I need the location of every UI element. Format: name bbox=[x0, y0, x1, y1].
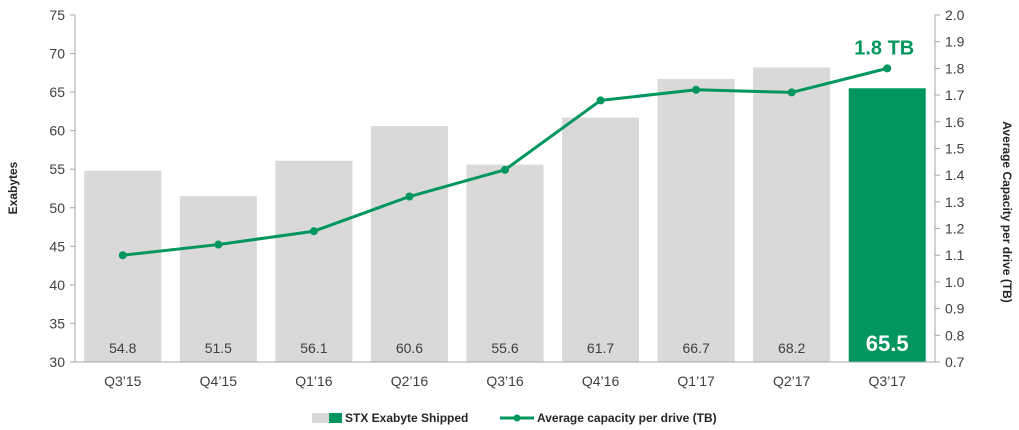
legend-line-label: Average capacity per drive (TB) bbox=[537, 411, 717, 425]
x-tick-label-3: Q2’16 bbox=[391, 373, 429, 389]
y2-tick-label-10: 1.7 bbox=[945, 87, 965, 103]
y-tick-label-0: 30 bbox=[49, 354, 65, 370]
y2-tick-label-7: 1.4 bbox=[945, 167, 965, 183]
legend-line-marker bbox=[513, 414, 521, 422]
y-tick-label-6: 60 bbox=[49, 123, 65, 139]
x-tick-label-0: Q3’15 bbox=[104, 373, 142, 389]
y-tick-label-8: 70 bbox=[49, 46, 65, 62]
labels-layer: 54.8 51.5 56.1 60.6 55.6 61.7 66.7 68.2 65.5 bbox=[109, 331, 908, 356]
capacity-point-5 bbox=[596, 96, 605, 105]
capacity-point-1 bbox=[214, 240, 223, 249]
x-tick-label-1: Q4’15 bbox=[200, 373, 238, 389]
line-layer bbox=[118, 64, 892, 260]
bar-1 bbox=[179, 196, 257, 362]
y2-tick-label-6: 1.3 bbox=[945, 194, 965, 210]
legend-bar-swatch-highlight bbox=[329, 413, 342, 423]
capacity-point-8 bbox=[883, 64, 892, 73]
peak-capacity-annotation: 1.8 TB bbox=[854, 37, 914, 59]
legend-bar-label: STX Exabyte Shipped bbox=[345, 411, 468, 425]
y2-tick-label-3: 1.0 bbox=[945, 274, 965, 290]
bar-value-label-8: 65.5 bbox=[866, 331, 909, 356]
x-tick-label-6: Q1’17 bbox=[677, 373, 715, 389]
y2-tick-label-11: 1.8 bbox=[945, 60, 965, 76]
y-tick-label-1: 35 bbox=[49, 315, 65, 331]
y-tick-label-5: 55 bbox=[49, 161, 65, 177]
bar-value-label-6: 66.7 bbox=[682, 340, 709, 356]
y2-tick-label-1: 0.8 bbox=[945, 327, 965, 343]
bar-3 bbox=[370, 126, 448, 362]
x-tick-label-2: Q1’16 bbox=[295, 373, 333, 389]
x-tick-label-7: Q2’17 bbox=[773, 373, 811, 389]
capacity-point-2 bbox=[309, 227, 318, 236]
bar-value-label-5: 61.7 bbox=[587, 340, 614, 356]
x-tick-label-4: Q3’16 bbox=[486, 373, 524, 389]
bar-value-label-7: 68.2 bbox=[778, 340, 805, 356]
bar-value-label-0: 54.8 bbox=[109, 340, 136, 356]
bar-value-label-1: 51.5 bbox=[205, 340, 232, 356]
bar-8 bbox=[848, 88, 926, 362]
y2-tick-label-5: 1.2 bbox=[945, 221, 965, 237]
y2-tick-label-13: 2.0 bbox=[945, 7, 965, 23]
y-axis-title: Exabytes bbox=[6, 161, 20, 214]
y2-tick-label-12: 1.9 bbox=[945, 34, 965, 50]
y2-axis-title: Average Capacity per drive (TB) bbox=[1000, 121, 1014, 303]
legend: STX Exabyte Shipped Average capacity per… bbox=[312, 411, 717, 425]
capacity-point-4 bbox=[501, 165, 509, 174]
bar-value-label-2: 56.1 bbox=[300, 340, 327, 356]
x-tick-label-5: Q4’16 bbox=[582, 373, 620, 389]
ticks-layer: Q3’15 Q4’15 Q1’16 Q2’16 Q3’16 Q4’16 Q1’17 Q2’17… bbox=[49, 7, 964, 389]
bar-4 bbox=[466, 164, 544, 362]
capacity-point-7 bbox=[787, 88, 796, 97]
capacity-point-0 bbox=[118, 251, 127, 260]
axes-layer bbox=[74, 15, 936, 363]
y-tick-label-2: 40 bbox=[49, 277, 65, 293]
y2-tick-label-8: 1.5 bbox=[945, 140, 965, 156]
capacity-point-3 bbox=[405, 192, 414, 201]
y2-tick-label-2: 0.9 bbox=[945, 301, 965, 317]
capacity-point-6 bbox=[692, 85, 701, 94]
bar-value-label-3: 60.6 bbox=[396, 340, 423, 356]
y2-tick-label-4: 1.1 bbox=[945, 247, 965, 263]
bar-7 bbox=[753, 67, 831, 363]
y2-tick-label-0: 0.7 bbox=[945, 354, 965, 370]
bar-0 bbox=[84, 170, 162, 362]
bar-6 bbox=[657, 79, 735, 362]
bar-2 bbox=[275, 160, 353, 362]
y2-tick-label-9: 1.6 bbox=[945, 114, 965, 130]
bar-5 bbox=[562, 117, 640, 363]
bars-layer bbox=[84, 67, 926, 363]
y-tick-label-9: 75 bbox=[49, 7, 65, 23]
bar-value-label-4: 55.6 bbox=[491, 340, 518, 356]
legend-bar-swatch bbox=[312, 413, 342, 423]
y-tick-label-3: 45 bbox=[49, 238, 65, 254]
y-tick-label-7: 65 bbox=[49, 84, 65, 100]
y-tick-label-4: 50 bbox=[49, 200, 65, 216]
x-tick-label-8: Q3’17 bbox=[869, 373, 907, 389]
